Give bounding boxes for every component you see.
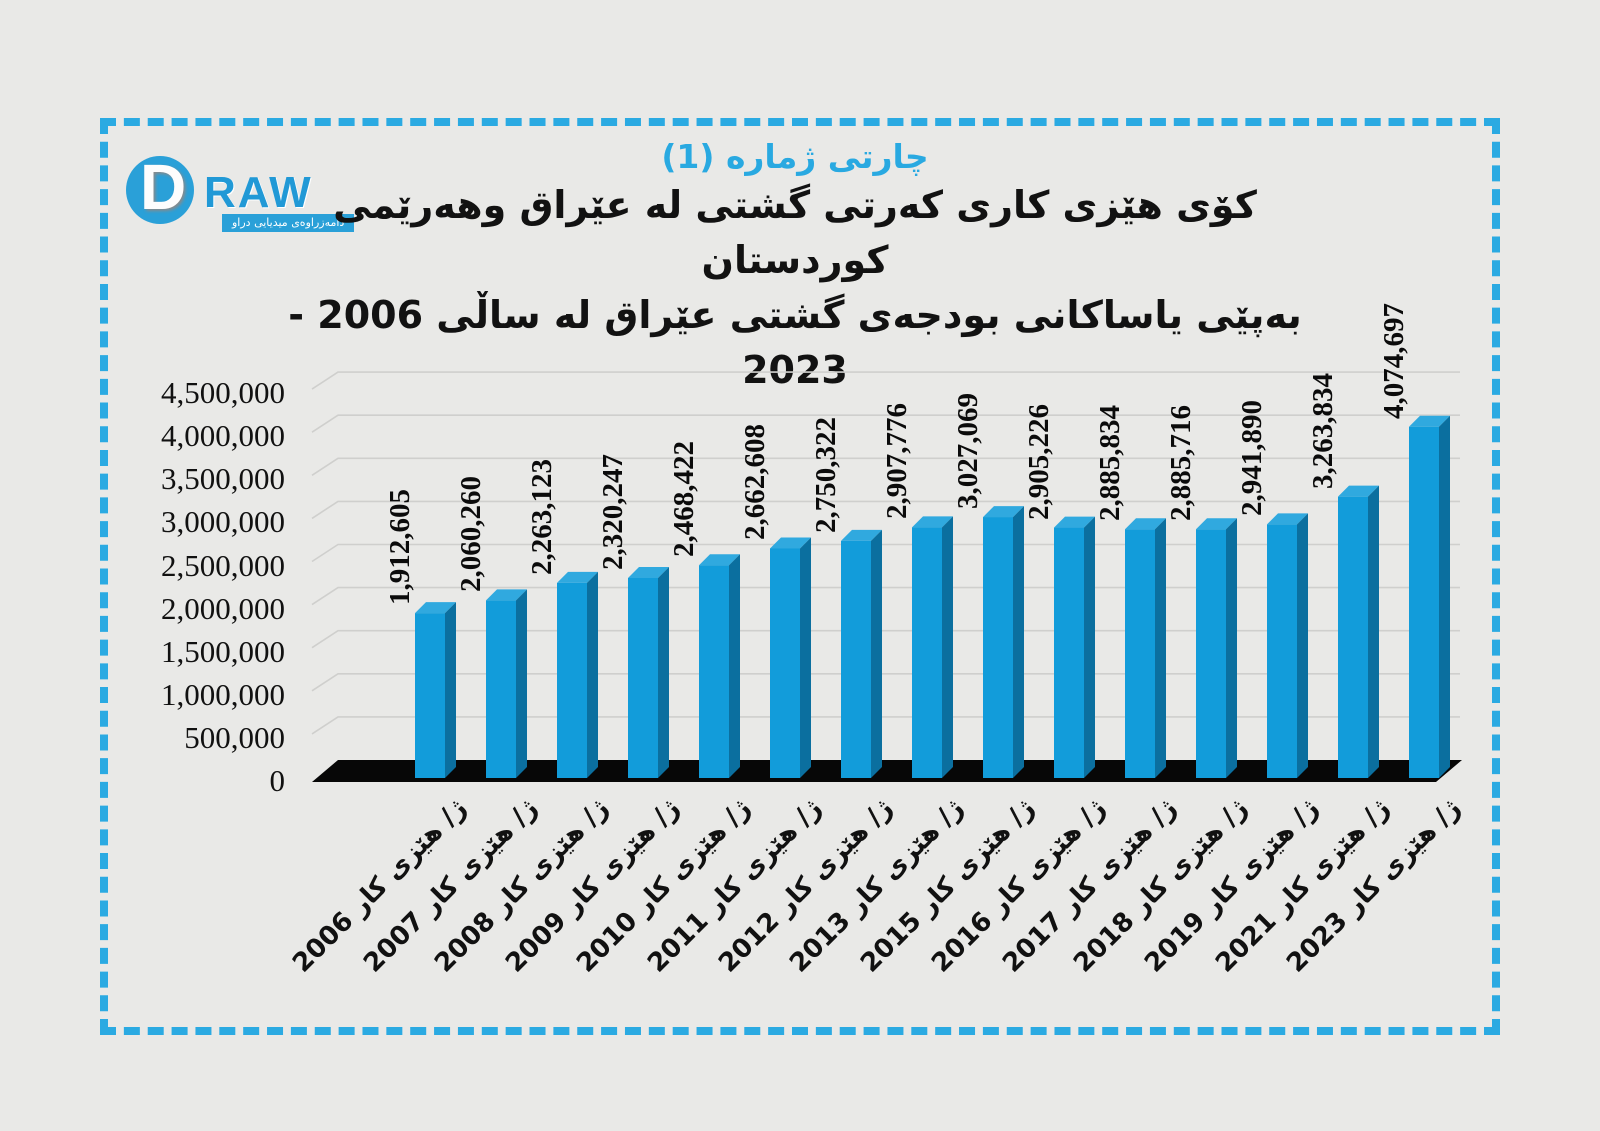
bar-top-face bbox=[415, 602, 456, 614]
bar-top-face bbox=[1125, 518, 1166, 530]
y-axis-tick: 4,000,000 bbox=[161, 418, 285, 454]
bar-value-label: 2,060,260 bbox=[455, 476, 487, 593]
bar-side-face bbox=[587, 571, 598, 778]
logo-raw-text: RAW bbox=[204, 168, 313, 217]
y-axis-tick: 1,500,000 bbox=[161, 633, 285, 669]
draw-media-logo: D RAW دامەزراوەی میدیایی دراو bbox=[124, 148, 364, 263]
bar-top-face bbox=[628, 566, 669, 578]
bar bbox=[841, 540, 871, 778]
dashed-border-frame bbox=[100, 118, 1500, 1035]
bar-side-face bbox=[871, 529, 882, 778]
bar-top-face bbox=[557, 571, 598, 583]
title-block: چارتی ژماره (1) كۆی هێزی كاری كەرتی گشتی… bbox=[245, 136, 1345, 398]
chart-number-title: چارتی ژماره (1) bbox=[661, 137, 929, 176]
bar-side-face bbox=[1368, 485, 1379, 778]
bar-value-label: 2,907,776 bbox=[881, 403, 913, 520]
bar-value-label: 4,074,697 bbox=[1378, 302, 1410, 419]
bar-value-label: 2,468,422 bbox=[668, 441, 700, 558]
bar-value-label: 2,941,890 bbox=[1236, 400, 1268, 517]
bar-top-face bbox=[1054, 516, 1095, 528]
bar-value-label: 1,912,605 bbox=[384, 489, 416, 606]
y-axis-tick: 500,000 bbox=[184, 719, 285, 755]
y-axis-tick: 2,000,000 bbox=[161, 590, 285, 626]
bar-value-label: 2,662,608 bbox=[739, 424, 771, 541]
bar bbox=[628, 577, 658, 778]
y-axis-tick: 2,500,000 bbox=[161, 547, 285, 583]
bar-top-face bbox=[1338, 485, 1379, 497]
bar-value-label: 2,885,716 bbox=[1165, 405, 1197, 522]
gridline bbox=[311, 371, 1460, 390]
bar-value-label: 2,885,834 bbox=[1094, 405, 1126, 522]
bar bbox=[1125, 529, 1155, 778]
bar-value-label: 2,905,226 bbox=[1023, 403, 1055, 520]
bar-side-face bbox=[729, 554, 740, 778]
bar bbox=[1409, 426, 1439, 778]
bar bbox=[415, 613, 445, 778]
chart-title-line2: بەپێی یاساكانی بودجەی گشتی عێراق له ساڵی… bbox=[288, 293, 1302, 392]
bar-top-face bbox=[912, 516, 953, 528]
bar bbox=[1054, 527, 1084, 778]
bar bbox=[912, 527, 942, 778]
logo-d-letter: D bbox=[140, 151, 187, 223]
y-axis-tick: 3,000,000 bbox=[161, 504, 285, 540]
bar-value-label: 2,320,247 bbox=[597, 453, 629, 570]
chart-title-line1: كۆی هێزی كاری كەرتی گشتی له عێراق وهەرێم… bbox=[333, 183, 1257, 282]
logo-circle-icon bbox=[126, 156, 194, 224]
gridline bbox=[311, 500, 1460, 520]
bar-value-label: 2,750,322 bbox=[810, 416, 842, 533]
bar-side-face bbox=[1013, 506, 1024, 778]
y-axis-tick: 1,000,000 bbox=[161, 676, 285, 712]
chart-floor bbox=[312, 760, 1462, 782]
bar bbox=[1196, 529, 1226, 778]
bar-side-face bbox=[516, 589, 527, 778]
bar-side-face bbox=[1155, 518, 1166, 778]
bar-top-face bbox=[770, 537, 811, 549]
bar-side-face bbox=[1297, 513, 1308, 778]
bar-side-face bbox=[942, 516, 953, 778]
logo-banner-text: دامەزراوەی میدیایی دراو bbox=[222, 214, 355, 232]
bar bbox=[557, 582, 587, 778]
bar-top-face bbox=[486, 589, 527, 601]
bar bbox=[486, 600, 516, 778]
bar bbox=[770, 548, 800, 778]
bar-top-face bbox=[1409, 415, 1450, 427]
bar bbox=[699, 565, 729, 778]
gridline bbox=[311, 414, 1460, 433]
bar-top-face bbox=[1267, 513, 1308, 525]
bar bbox=[1338, 496, 1368, 778]
bar-value-label: 2,263,123 bbox=[526, 458, 558, 575]
bar-value-label: 3,263,834 bbox=[1307, 372, 1339, 489]
bar-top-face bbox=[983, 506, 1024, 518]
bar bbox=[1267, 524, 1297, 778]
bar-side-face bbox=[1439, 415, 1450, 778]
bar-side-face bbox=[445, 602, 456, 778]
bar-side-face bbox=[1226, 518, 1237, 778]
y-axis-tick: 0 bbox=[269, 763, 286, 798]
y-axis-tick: 4,500,000 bbox=[161, 375, 285, 411]
bar-side-face bbox=[658, 566, 669, 778]
gridline bbox=[311, 457, 1460, 476]
bar-value-label: 3,027,069 bbox=[952, 393, 984, 510]
y-axis-tick: 3,500,000 bbox=[161, 461, 285, 497]
bar-side-face bbox=[800, 537, 811, 778]
bar-top-face bbox=[841, 529, 882, 541]
bar-top-face bbox=[1196, 518, 1237, 530]
bar-top-face bbox=[699, 554, 740, 566]
bar-side-face bbox=[1084, 516, 1095, 778]
bar bbox=[983, 517, 1013, 778]
